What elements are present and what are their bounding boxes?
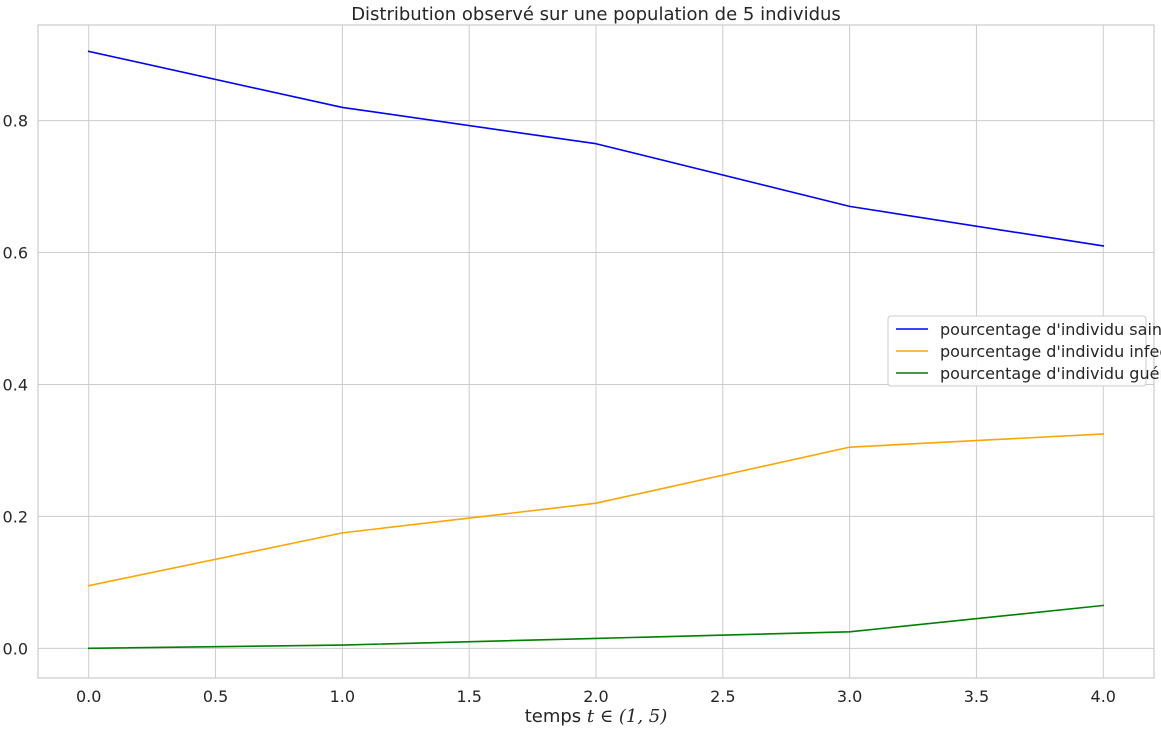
y-tick-label: 0.4: [3, 375, 28, 394]
chart-title: Distribution observé sur une population …: [351, 4, 841, 25]
y-tick-label: 0.6: [3, 244, 28, 263]
legend-label-1: pourcentage d'individu sain: [940, 320, 1161, 339]
y-tick-label: 0.2: [3, 507, 28, 526]
x-tick-label: 1.5: [456, 687, 481, 706]
x-tick-label: 0.0: [76, 687, 101, 706]
y-tick-label: 0.0: [3, 639, 28, 658]
x-tick-label: 2.5: [710, 687, 735, 706]
x-axis-label-text: temps: [525, 706, 587, 727]
legend-label-3: pourcentage d'individu guéri: [940, 364, 1161, 383]
legend: pourcentage d'individu sain pourcentage d…: [888, 316, 1161, 386]
x-tick-label: 1.0: [330, 687, 355, 706]
x-axis-label: temps t ∈ (1, 5): [525, 706, 668, 727]
x-tick-label: 2.0: [583, 687, 608, 706]
x-tick-label: 3.0: [837, 687, 862, 706]
x-tick-label: 0.5: [203, 687, 228, 706]
x-tick-label: 4.0: [1091, 687, 1116, 706]
x-axis-label-math: t ∈ (1, 5): [587, 706, 667, 727]
y-tick-label: 0.8: [3, 112, 28, 131]
x-tick-label: 3.5: [964, 687, 989, 706]
legend-label-2: pourcentage d'individu infecté: [940, 342, 1161, 361]
